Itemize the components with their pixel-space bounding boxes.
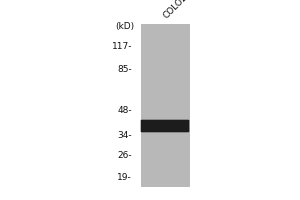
Text: 26-: 26- — [117, 151, 132, 160]
Text: 19-: 19- — [117, 173, 132, 182]
Bar — [141, 24, 189, 186]
FancyBboxPatch shape — [141, 120, 189, 132]
Text: 34-: 34- — [117, 131, 132, 140]
Text: 85-: 85- — [117, 65, 132, 74]
Text: COLO205: COLO205 — [162, 0, 198, 20]
Text: 48-: 48- — [117, 106, 132, 115]
Text: (kD): (kD) — [115, 22, 134, 31]
Text: 117-: 117- — [112, 42, 132, 51]
